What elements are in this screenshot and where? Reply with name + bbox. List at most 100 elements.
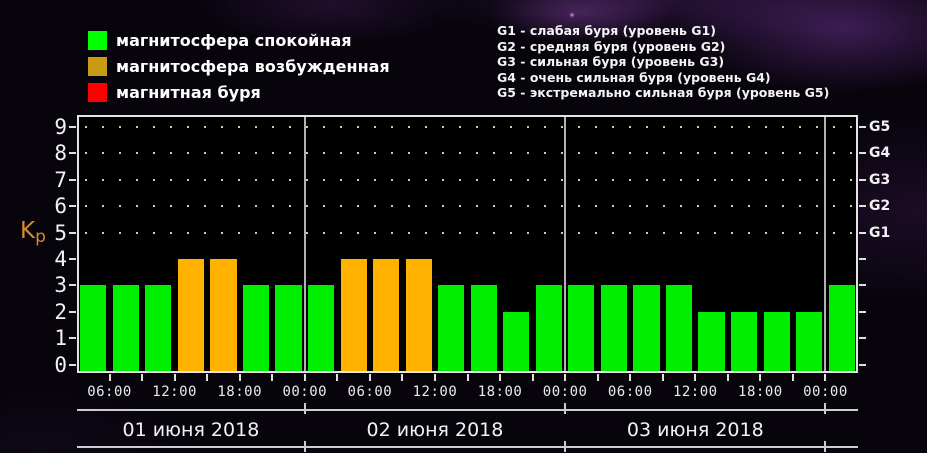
x-axis-tick <box>499 374 502 381</box>
x-axis-tick <box>303 374 306 381</box>
x-axis-tick <box>466 374 469 381</box>
kp-bar-day1-4 <box>210 258 237 371</box>
time-label: 06:00 <box>607 384 653 400</box>
y-axis-title-kp: Kp <box>20 218 46 247</box>
storm-scale-legend: G1 - слабая буря (уровень G1) G2 - средня… <box>497 23 829 101</box>
x-axis-tick <box>564 374 567 381</box>
y-axis-label-2: 2 <box>54 299 67 324</box>
right-axis-tick-5 <box>859 231 866 234</box>
kp-bar-day3-4 <box>698 311 725 371</box>
kp-bar-day1-1 <box>112 285 139 371</box>
storm-scale-line-g1: G1 - слабая буря (уровень G1) <box>497 23 716 38</box>
date-band-tick <box>303 403 306 414</box>
x-axis-tick <box>108 374 111 381</box>
kp-title-letter: K <box>20 218 36 244</box>
y-axis-label-3: 3 <box>54 273 67 298</box>
right-axis-tick-9 <box>859 125 866 128</box>
y-axis-label-4: 4 <box>54 246 67 271</box>
day-separator <box>564 117 567 371</box>
x-axis-tick <box>726 374 729 381</box>
time-label: 06:00 <box>87 384 132 400</box>
y-axis-tick-6 <box>69 205 76 208</box>
y-axis-tick-1 <box>69 337 76 340</box>
y-axis-tick-7 <box>69 178 76 181</box>
y-axis-label-7: 7 <box>54 167 67 192</box>
time-label: 06:00 <box>347 384 393 400</box>
gridline-kp9 <box>85 125 852 128</box>
right-axis-tick-7 <box>859 178 866 181</box>
legend-item-storm: магнитная буря <box>88 83 390 102</box>
y-axis-tick-3 <box>69 284 76 287</box>
x-axis-tick <box>401 374 404 381</box>
y-axis-tick-5 <box>69 231 76 234</box>
kp-bar-day2-5 <box>470 285 497 371</box>
kp-plot-area <box>77 115 858 373</box>
kp-title-subscript: p <box>35 227 46 247</box>
kp-bar-day3-7 <box>796 311 823 371</box>
right-axis-tick-2 <box>859 310 866 313</box>
x-axis-tick <box>173 374 176 381</box>
date-band-tick <box>824 403 827 414</box>
kp-bar-day2-1 <box>340 258 367 371</box>
y-axis-tick-9 <box>69 125 76 128</box>
legend-label: магнитосфера спокойная <box>116 31 352 50</box>
y-axis-tick-4 <box>69 257 76 260</box>
x-axis-tick <box>368 374 371 381</box>
kp-bar-day2-2 <box>373 258 400 371</box>
time-label: 00:00 <box>542 384 588 400</box>
y-axis-tick-0 <box>69 363 76 366</box>
storm-scale-line-g2: G2 - средняя буря (уровень G2) <box>497 38 726 54</box>
kp-bar-day1-0 <box>80 285 107 371</box>
y-axis-label-8: 8 <box>54 141 67 166</box>
kp-bar-day1-2 <box>145 285 172 371</box>
x-axis-tick <box>271 374 274 381</box>
time-label: 00:00 <box>803 384 848 400</box>
time-label: 18:00 <box>217 384 263 400</box>
gridline-kp5 <box>85 231 852 234</box>
storm-color-swatch <box>88 83 107 102</box>
storm-scale-line-g4: G4 - очень сильная буря (уровень G4) <box>497 69 771 85</box>
day-separator <box>824 117 827 371</box>
time-label: 18:00 <box>477 384 523 400</box>
date-label-day1: 01 июня 2018 <box>122 419 260 441</box>
kp-bar-day1-3 <box>177 258 204 371</box>
quiet-color-swatch <box>88 31 107 50</box>
time-label: 12:00 <box>152 384 197 400</box>
x-axis-tick <box>531 374 534 381</box>
legend-item-quiet: магнитосфера спокойная <box>88 31 390 50</box>
kp-bar-day2-6 <box>503 311 530 371</box>
magnetosphere-legend: магнитосфера спокойная магнитосфера возбу… <box>88 31 390 109</box>
time-label: 12:00 <box>412 384 458 400</box>
date-label-day2: 02 июня 2018 <box>366 419 504 441</box>
right-axis-label-g4: G4 <box>869 145 891 162</box>
x-axis-tick <box>141 374 144 381</box>
kp-bar-day2-7 <box>535 285 562 371</box>
right-axis-tick-4 <box>859 257 866 260</box>
y-axis-tick-2 <box>69 310 76 313</box>
storm-scale-line-g5: G5 - экстремально сильная буря (уровень … <box>497 85 830 101</box>
kp-bar-day2-4 <box>438 285 465 371</box>
y-axis-label-1: 1 <box>54 326 67 351</box>
kp-bar-day3-5 <box>731 311 758 371</box>
right-axis-label-g3: G3 <box>869 171 891 188</box>
date-band-tick <box>564 403 567 414</box>
x-axis-tick <box>433 374 436 381</box>
time-label: 18:00 <box>738 384 783 400</box>
kp-bar-day2-0 <box>307 285 335 371</box>
right-axis-label-g1: G1 <box>869 224 891 241</box>
legend-label: магнитосфера возбужденная <box>116 57 390 76</box>
time-label: 00:00 <box>282 384 328 400</box>
y-axis-tick-8 <box>69 152 76 155</box>
x-axis-tick <box>206 374 209 381</box>
kp-bar-day3-2 <box>633 285 660 371</box>
date-band-tick <box>303 441 306 452</box>
x-axis-tick <box>238 374 241 381</box>
right-axis-tick-6 <box>859 205 866 208</box>
gridline-kp7 <box>85 178 852 181</box>
legend-label: магнитная буря <box>116 83 261 102</box>
x-axis-tick <box>596 374 599 381</box>
y-axis-label-9: 9 <box>54 114 67 139</box>
y-axis-label-5: 5 <box>54 220 67 245</box>
storm-scale-line-g3: G3 - сильная буря (уровень G3) <box>497 54 725 70</box>
